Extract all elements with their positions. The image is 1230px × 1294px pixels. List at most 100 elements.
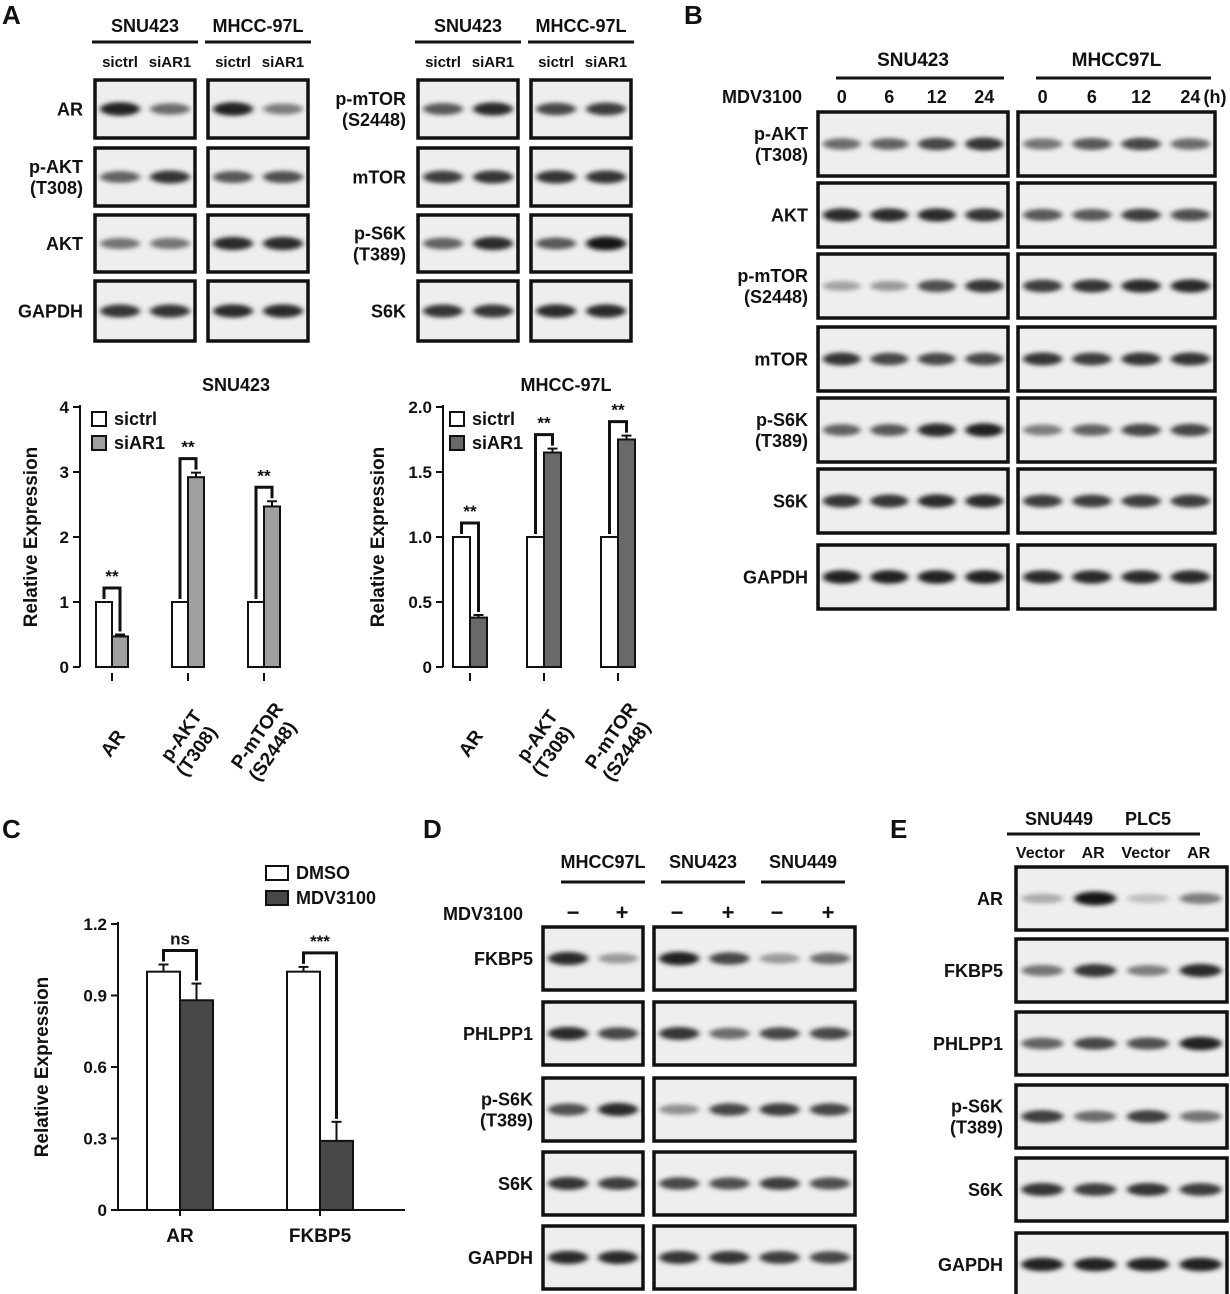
timepoint-label: 12 xyxy=(1131,87,1151,107)
y-tick-label: 0 xyxy=(423,658,432,677)
chart-snu423: SNU423 0 1 2 3 4 Relative Expression sictrl siAR… xyxy=(21,375,301,785)
band xyxy=(586,304,626,318)
band xyxy=(586,236,626,251)
row-label-line: GAPDH xyxy=(938,1255,1003,1275)
bar xyxy=(286,970,321,1212)
row-label-line: PHLPP1 xyxy=(463,1024,533,1044)
band xyxy=(759,953,800,964)
band xyxy=(809,1251,850,1264)
blot-strip xyxy=(652,1150,857,1217)
blot-strip xyxy=(206,146,310,208)
band xyxy=(1126,965,1169,976)
significance-bracket xyxy=(460,521,480,612)
blot-strip xyxy=(652,925,857,992)
band xyxy=(1021,1183,1064,1196)
row-label-line: S6K xyxy=(371,301,406,321)
band xyxy=(263,170,303,184)
row-label-line: AR xyxy=(57,99,83,119)
significance-label: ** xyxy=(537,414,551,433)
y-tick-label: 1.5 xyxy=(408,463,432,482)
band xyxy=(536,304,576,318)
row-label-line: FKBP5 xyxy=(474,949,533,969)
legend-swatch xyxy=(265,890,289,906)
band xyxy=(1170,138,1211,150)
band xyxy=(473,304,513,318)
x-category-label: FKBP5 xyxy=(289,1226,352,1247)
x-category-label: AR xyxy=(166,1226,194,1247)
timepoint-label: 0 xyxy=(1038,87,1048,107)
band xyxy=(473,102,513,116)
chart-title: MHCC-97L xyxy=(520,375,611,395)
band xyxy=(1072,494,1112,508)
row-label-line: AKT xyxy=(46,234,83,254)
panel-letter-e: E xyxy=(890,814,907,844)
blot-strip xyxy=(816,543,1010,611)
chart-mdv3100: 0 0.3 0.6 0.9 1.2 Relative Expression DMSO MDV3… xyxy=(32,863,405,1247)
band xyxy=(965,208,1004,222)
blot-strip xyxy=(1014,1010,1229,1077)
band xyxy=(1022,138,1063,150)
treatment-label: MDV3100 xyxy=(443,904,523,924)
band xyxy=(917,279,956,293)
blot-group-name: SNU449 xyxy=(1025,809,1093,829)
significance-bracket xyxy=(178,457,198,599)
band xyxy=(100,102,140,116)
band xyxy=(1021,1257,1064,1272)
blot-strip xyxy=(816,252,1010,320)
band xyxy=(548,1103,588,1116)
treatment-sign: + xyxy=(822,900,835,925)
band xyxy=(1121,423,1161,437)
lane-label: sictrl xyxy=(215,54,251,71)
lane-label: siAR1 xyxy=(472,54,515,71)
band xyxy=(965,570,1004,584)
band xyxy=(822,570,861,584)
row-label-line: p-S6K xyxy=(756,410,808,430)
treatment-sign: + xyxy=(616,900,629,925)
y-tick-label: 1 xyxy=(60,593,69,612)
row-label-line: S6K xyxy=(498,1174,533,1194)
legend-swatch xyxy=(91,435,107,451)
blot-strip xyxy=(541,1224,645,1291)
row-label-line: GAPDH xyxy=(743,567,808,587)
timepoint-label: 24 xyxy=(974,87,994,107)
blot-strip xyxy=(1016,110,1217,178)
blot-strip xyxy=(206,78,310,140)
y-axis-label: Relative Expression xyxy=(368,447,389,628)
bar xyxy=(187,476,205,669)
band xyxy=(1074,1183,1117,1196)
blot-strip xyxy=(93,213,197,274)
band xyxy=(1074,1110,1117,1123)
band xyxy=(100,237,140,250)
band xyxy=(870,280,909,292)
blot-strip xyxy=(1016,325,1217,393)
band xyxy=(659,1027,700,1040)
row-label-line: (T389) xyxy=(480,1110,533,1130)
row-label-line: (T389) xyxy=(755,431,808,451)
blot-strip xyxy=(652,1224,857,1291)
band xyxy=(822,352,861,366)
blot-group-name: PLC5 xyxy=(1125,809,1171,829)
y-tick-label: 0.6 xyxy=(83,1058,107,1077)
blot-strip xyxy=(93,146,197,208)
x-category-label: AR xyxy=(455,726,488,761)
band xyxy=(1072,138,1112,150)
band xyxy=(1170,494,1211,508)
significance-label: ** xyxy=(105,567,119,586)
legend-label: MDV3100 xyxy=(296,888,376,908)
bar xyxy=(526,536,545,668)
row-label-line: mTOR xyxy=(754,349,808,369)
blot-strip xyxy=(206,279,310,343)
band xyxy=(598,1250,638,1265)
y-tick-label: 0.3 xyxy=(83,1130,107,1149)
band xyxy=(917,494,956,508)
y-tick-label: 0.5 xyxy=(408,593,432,612)
band xyxy=(1022,209,1063,221)
panel-letter-a: A xyxy=(2,0,21,30)
significance-label: ** xyxy=(611,401,625,420)
bar xyxy=(543,451,562,668)
band xyxy=(1126,893,1169,904)
band xyxy=(870,424,909,436)
band xyxy=(1170,423,1211,437)
y-tick-label: 0.9 xyxy=(83,987,107,1006)
panelD-blot: MHCC97L SNU423 SNU449 MDV3100 − + − + − + xyxy=(443,852,845,925)
